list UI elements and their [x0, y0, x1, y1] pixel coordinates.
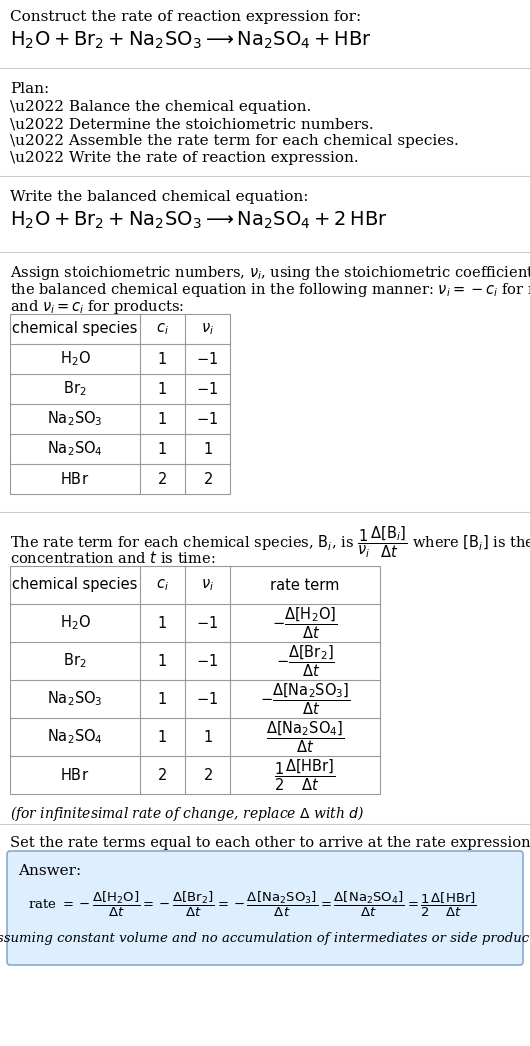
FancyBboxPatch shape [7, 851, 523, 965]
Text: $\mathrm{Br_2}$: $\mathrm{Br_2}$ [63, 652, 87, 670]
Text: concentration and $t$ is time:: concentration and $t$ is time: [10, 550, 216, 566]
Text: 1: 1 [158, 351, 167, 366]
Text: $\mathrm{H_2O}$: $\mathrm{H_2O}$ [59, 614, 91, 633]
Text: $\mathrm{H_2O + Br_2 + Na_2SO_3 \longrightarrow Na_2SO_4 + HBr}$: $\mathrm{H_2O + Br_2 + Na_2SO_3 \longrig… [10, 30, 372, 51]
Text: Assign stoichiometric numbers, $\nu_i$, using the stoichiometric coefficients, $: Assign stoichiometric numbers, $\nu_i$, … [10, 264, 530, 282]
Text: $1$: $1$ [202, 729, 213, 745]
Text: 1: 1 [158, 382, 167, 396]
Text: The rate term for each chemical species, $\mathrm{B}_i$, is $\dfrac{1}{\nu_i}\df: The rate term for each chemical species,… [10, 524, 530, 560]
Text: \u2022 Balance the chemical equation.: \u2022 Balance the chemical equation. [10, 100, 311, 114]
Text: $c_i$: $c_i$ [156, 577, 169, 593]
Text: $-1$: $-1$ [197, 615, 218, 631]
Text: $-1$: $-1$ [197, 351, 218, 367]
Text: $\mathrm{Na_2SO_4}$: $\mathrm{Na_2SO_4}$ [47, 439, 103, 458]
Text: Construct the rate of reaction expression for:: Construct the rate of reaction expressio… [10, 10, 361, 24]
Text: chemical species: chemical species [12, 321, 138, 337]
Text: Plan:: Plan: [10, 82, 49, 96]
Text: (for infinitesimal rate of change, replace $\Delta$ with $d$): (for infinitesimal rate of change, repla… [10, 804, 364, 823]
Bar [10, 566, 380, 794]
Text: $\mathrm{Br_2}$: $\mathrm{Br_2}$ [63, 380, 87, 399]
Text: $\mathrm{Na_2SO_3}$: $\mathrm{Na_2SO_3}$ [47, 410, 103, 429]
Text: the balanced chemical equation in the following manner: $\nu_i = -c_i$ for react: the balanced chemical equation in the fo… [10, 281, 530, 299]
Text: $-1$: $-1$ [197, 653, 218, 669]
Text: Set the rate terms equal to each other to arrive at the rate expression:: Set the rate terms equal to each other t… [10, 836, 530, 850]
Text: \u2022 Write the rate of reaction expression.: \u2022 Write the rate of reaction expres… [10, 151, 359, 165]
Bar [10, 314, 230, 494]
Text: chemical species: chemical species [12, 577, 138, 592]
Text: \u2022 Determine the stoichiometric numbers.: \u2022 Determine the stoichiometric numb… [10, 117, 374, 131]
Text: $2$: $2$ [202, 471, 213, 487]
Text: 2: 2 [158, 472, 167, 486]
Text: $-\dfrac{\Delta[\mathrm{H_2O}]}{\Delta t}$: $-\dfrac{\Delta[\mathrm{H_2O}]}{\Delta t… [272, 606, 338, 641]
Text: $c_i$: $c_i$ [156, 321, 169, 337]
Text: 2: 2 [158, 768, 167, 782]
Text: $-\dfrac{\Delta[\mathrm{Na_2SO_3}]}{\Delta t}$: $-\dfrac{\Delta[\mathrm{Na_2SO_3}]}{\Del… [260, 681, 350, 717]
Text: $\nu_i$: $\nu_i$ [201, 577, 214, 593]
Text: $\dfrac{1}{2}\dfrac{\Delta[\mathrm{HBr}]}{\Delta t}$: $\dfrac{1}{2}\dfrac{\Delta[\mathrm{HBr}]… [274, 757, 336, 793]
Text: $2$: $2$ [202, 767, 213, 783]
Text: $\mathrm{HBr}$: $\mathrm{HBr}$ [60, 767, 90, 783]
Text: (assuming constant volume and no accumulation of intermediates or side products): (assuming constant volume and no accumul… [0, 932, 530, 945]
Text: $\dfrac{\Delta[\mathrm{Na_2SO_4}]}{\Delta t}$: $\dfrac{\Delta[\mathrm{Na_2SO_4}]}{\Delt… [266, 720, 344, 755]
Text: 1: 1 [158, 729, 167, 745]
Text: $\mathrm{H_2O + Br_2 + Na_2SO_3 \longrightarrow Na_2SO_4 + 2\,HBr}$: $\mathrm{H_2O + Br_2 + Na_2SO_3 \longrig… [10, 210, 387, 231]
Text: 1: 1 [158, 411, 167, 427]
Text: \u2022 Assemble the rate term for each chemical species.: \u2022 Assemble the rate term for each c… [10, 134, 459, 147]
Text: $\mathrm{H_2O}$: $\mathrm{H_2O}$ [59, 349, 91, 368]
Text: 1: 1 [158, 654, 167, 668]
Text: 1: 1 [158, 691, 167, 706]
Text: and $\nu_i = c_i$ for products:: and $\nu_i = c_i$ for products: [10, 298, 184, 316]
Text: Write the balanced chemical equation:: Write the balanced chemical equation: [10, 190, 308, 204]
Text: $\mathrm{HBr}$: $\mathrm{HBr}$ [60, 471, 90, 487]
Text: 1: 1 [158, 615, 167, 631]
Text: 1: 1 [158, 441, 167, 456]
Text: $-1$: $-1$ [197, 411, 218, 427]
Text: rate $= -\dfrac{\Delta[\mathrm{H_2O}]}{\Delta t} = -\dfrac{\Delta[\mathrm{Br_2}]: rate $= -\dfrac{\Delta[\mathrm{H_2O}]}{\… [28, 890, 477, 919]
Text: $1$: $1$ [202, 441, 213, 457]
Text: $\mathrm{Na_2SO_3}$: $\mathrm{Na_2SO_3}$ [47, 689, 103, 708]
Text: $-\dfrac{\Delta[\mathrm{Br_2}]}{\Delta t}$: $-\dfrac{\Delta[\mathrm{Br_2}]}{\Delta t… [276, 643, 334, 679]
Text: $\mathrm{Na_2SO_4}$: $\mathrm{Na_2SO_4}$ [47, 728, 103, 747]
Text: Answer:: Answer: [18, 864, 81, 878]
Text: rate term: rate term [270, 577, 340, 592]
Text: $\nu_i$: $\nu_i$ [201, 321, 214, 337]
Text: $-1$: $-1$ [197, 381, 218, 397]
Text: $-1$: $-1$ [197, 691, 218, 707]
